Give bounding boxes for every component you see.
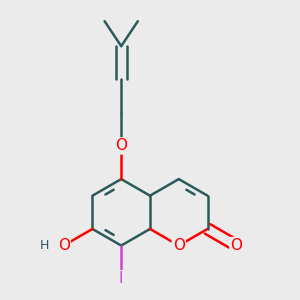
Text: H: H bbox=[39, 239, 49, 252]
Text: O: O bbox=[173, 238, 185, 253]
Text: I: I bbox=[119, 271, 124, 286]
Text: O: O bbox=[58, 238, 70, 253]
Text: O: O bbox=[230, 238, 242, 253]
Text: O: O bbox=[115, 138, 127, 153]
